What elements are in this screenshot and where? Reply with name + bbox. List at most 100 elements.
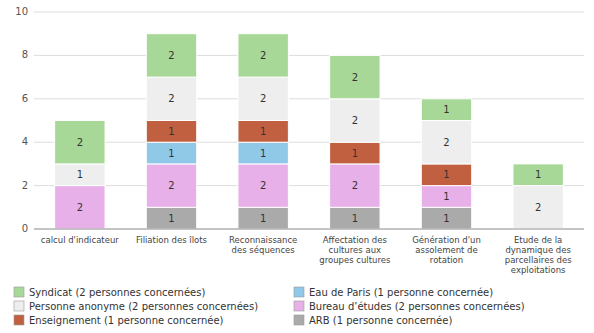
legend-swatch	[294, 301, 304, 311]
bar-segment	[330, 55, 380, 98]
legend-swatch	[14, 287, 24, 297]
data-label: 2	[352, 72, 358, 83]
bar-segment	[330, 164, 380, 207]
data-label: 1	[443, 191, 449, 202]
legend-label: Enseignement (1 personne concernée)	[29, 315, 224, 326]
y-tick-label: 8	[22, 49, 28, 60]
data-label: 1	[168, 126, 174, 137]
bar-segment	[146, 121, 196, 143]
bar-segment	[238, 121, 288, 143]
data-label: 1	[443, 213, 449, 224]
legend-swatch	[294, 315, 304, 325]
x-tick-label: Filiation des îlots	[136, 235, 208, 245]
chart-svg: 0246810111122221111111122222222211calcul…	[0, 0, 594, 333]
x-tick-label-line: Affectation des	[323, 235, 388, 245]
legend-swatch	[294, 287, 304, 297]
x-tick-label-line: dynamique des	[505, 245, 571, 255]
y-tick-label: 2	[22, 180, 28, 191]
legend: Syndicat (2 personnes concernées) Personn…	[14, 287, 525, 326]
data-label: 1	[168, 148, 174, 159]
x-tick-label-line: parcellaires des	[505, 255, 572, 265]
x-tick-label-line: assolement de	[415, 245, 477, 255]
bar-segment	[421, 121, 471, 164]
bar-segment	[146, 207, 196, 229]
x-tick-label: Génération d'unassolement derotation	[412, 235, 481, 265]
x-tick-label-line: Reconnaissance	[229, 235, 297, 245]
bar-segment	[421, 99, 471, 121]
data-labels: 111122221111111122222222211	[77, 50, 542, 224]
data-label: 1	[168, 213, 174, 224]
grid-line	[34, 98, 584, 99]
x-tick-label: Etude de ladynamique desparcellaires des…	[505, 235, 572, 275]
bar-segment	[238, 77, 288, 120]
bar-segment	[421, 164, 471, 186]
bar-segment	[513, 164, 563, 186]
data-label: 2	[443, 137, 449, 148]
x-tick-label-line: Filiation des îlots	[136, 235, 208, 245]
data-label: 2	[535, 202, 541, 213]
grid-line	[34, 229, 584, 230]
data-label: 2	[260, 93, 266, 104]
grid-line	[34, 55, 584, 56]
x-tick-label-line: calcul d'indicateur	[41, 235, 119, 245]
grid-line	[34, 142, 584, 143]
legend-label: Bureau d’études (2 personnes concernées)	[309, 301, 525, 312]
bar-segment	[146, 77, 196, 120]
data-label: 2	[168, 50, 174, 61]
bar-segment	[421, 186, 471, 208]
chart-container: 0246810111122221111111122222222211calcul…	[0, 0, 594, 333]
bar-segment	[238, 142, 288, 164]
bar-segment	[146, 164, 196, 207]
grid-line	[34, 12, 584, 13]
bar-segment	[146, 142, 196, 164]
x-tick-label-line: groupes cultures	[319, 255, 391, 265]
bar-segment	[55, 121, 105, 164]
bars	[55, 34, 564, 229]
y-tick-label: 10	[15, 6, 28, 17]
x-tick-label: Reconnaissancedes séquences	[229, 235, 297, 255]
x-tick-label-line: rotation	[430, 255, 463, 265]
data-label: 2	[352, 180, 358, 191]
legend-swatch	[14, 315, 24, 325]
data-label: 1	[443, 104, 449, 115]
data-label: 2	[352, 115, 358, 126]
legend-label: Syndicat (2 personnes concernées)	[29, 287, 205, 298]
bar-segment	[421, 207, 471, 229]
x-tick-label-line: des séquences	[232, 245, 296, 255]
data-label: 2	[260, 180, 266, 191]
legend-label: Personne anonyme (2 personnes concernées…	[29, 301, 258, 312]
grid-line	[34, 185, 584, 186]
data-label: 1	[77, 169, 83, 180]
bar-segment	[146, 34, 196, 77]
data-label: 1	[535, 169, 541, 180]
data-label: 1	[443, 169, 449, 180]
data-label: 2	[260, 50, 266, 61]
bar-segment	[238, 207, 288, 229]
data-label: 1	[260, 213, 266, 224]
x-tick-label: Affectation descultures auxgroupes cultu…	[319, 235, 391, 265]
x-tick-label-line: cultures aux	[329, 245, 381, 255]
data-label: 1	[260, 126, 266, 137]
x-tick-label: calcul d'indicateur	[41, 235, 119, 245]
x-tick-label-line: Etude de la	[514, 235, 562, 245]
bar-segment	[330, 142, 380, 164]
data-label: 2	[168, 93, 174, 104]
bar-segment	[55, 164, 105, 186]
bar-segment	[513, 186, 563, 229]
data-label: 2	[77, 202, 83, 213]
bar-segment	[238, 34, 288, 77]
x-tick-label-line: exploitations	[511, 265, 566, 275]
bar-segment	[330, 99, 380, 142]
y-tick-label: 6	[22, 93, 28, 104]
grid	[34, 12, 584, 229]
x-axis-line	[34, 229, 584, 230]
y-tick-label: 4	[22, 136, 28, 147]
data-label: 1	[352, 213, 358, 224]
data-label: 1	[352, 148, 358, 159]
data-label: 2	[77, 137, 83, 148]
legend-label: ARB (1 personne concernée)	[309, 315, 452, 326]
data-label: 1	[260, 148, 266, 159]
bar-segment	[55, 186, 105, 229]
legend-swatch	[14, 301, 24, 311]
legend-label: Eau de Paris (1 personne concernée)	[309, 287, 493, 298]
